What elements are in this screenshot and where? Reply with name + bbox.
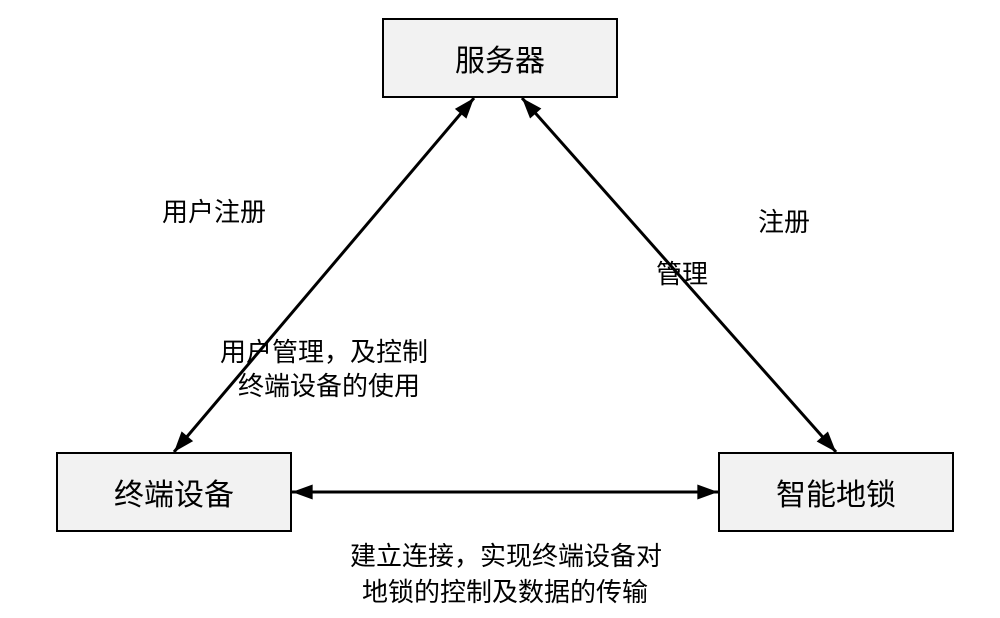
node-terminal-label: 终端设备 — [114, 470, 234, 514]
edge-label-connect-2: 地锁的控制及数据的传输 — [362, 572, 648, 609]
edge-label-user-register: 用户注册 — [162, 192, 266, 229]
node-lock-label: 智能地锁 — [776, 470, 896, 514]
node-server: 服务器 — [382, 18, 618, 98]
edge-label-register: 注册 — [758, 202, 810, 239]
edge-label-user-manage-2: 终端设备的使用 — [238, 366, 420, 403]
edge-label-connect-1: 建立连接，实现终端设备对 — [350, 536, 662, 573]
node-server-label: 服务器 — [455, 36, 545, 80]
node-terminal: 终端设备 — [56, 452, 292, 532]
edge-label-user-manage-1: 用户管理，及控制 — [220, 332, 428, 369]
edge-label-manage: 管理 — [656, 254, 708, 291]
node-lock: 智能地锁 — [718, 452, 954, 532]
